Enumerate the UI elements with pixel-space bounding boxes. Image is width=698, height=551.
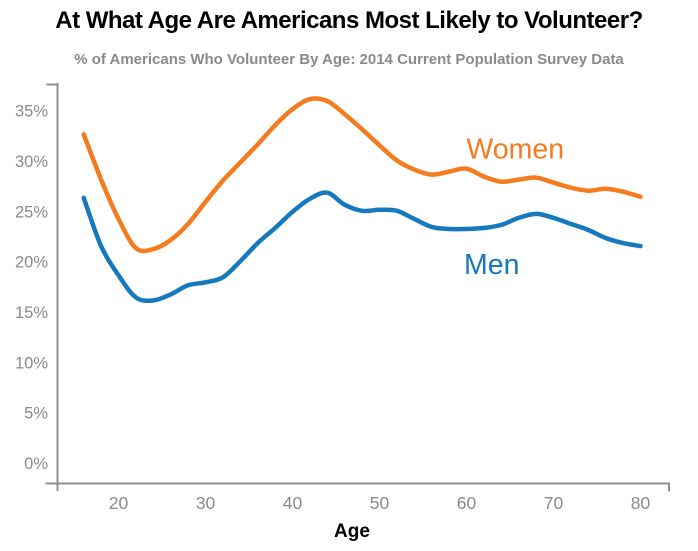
men-line: [81, 190, 643, 304]
x-tick-label: 60: [457, 493, 477, 513]
x-tick-label: 40: [283, 493, 303, 513]
x-tick-label: 80: [631, 493, 651, 513]
x-tick-label: 30: [196, 493, 216, 513]
y-tick-label: 25%: [15, 203, 48, 221]
y-tick-label: 15%: [15, 304, 48, 322]
axis-end-ticks: [45, 83, 670, 492]
x-tick-label: 70: [544, 493, 564, 513]
women-series-label: Women: [466, 133, 564, 165]
y-tick-label: 20%: [15, 254, 48, 272]
y-tick-label: 0%: [24, 455, 48, 473]
x-tick-label: 20: [109, 493, 129, 513]
chart-title: At What Age Are Americans Most Likely to…: [55, 7, 643, 34]
y-tick-label: 30%: [15, 153, 48, 171]
x-axis-title: Age: [334, 521, 370, 542]
y-tick-label: 10%: [15, 354, 48, 372]
women-line: [81, 96, 643, 254]
y-tick-label: 5%: [24, 405, 48, 423]
men-series-label: Men: [464, 249, 519, 281]
x-tick-label: 50: [370, 493, 390, 513]
chart-subtitle: % of Americans Who Volunteer By Age: 201…: [74, 51, 624, 68]
y-tick-label: 35%: [15, 103, 48, 121]
